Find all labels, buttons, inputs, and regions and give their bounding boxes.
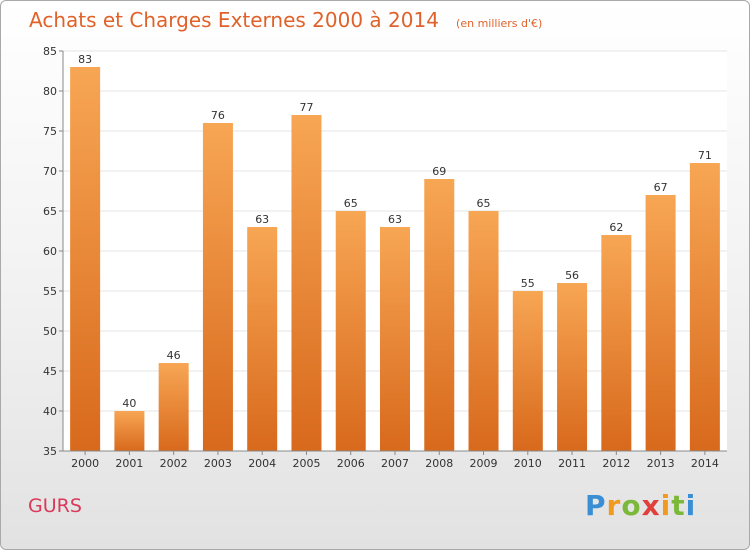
bar-2000 (70, 67, 101, 451)
value-label-2003: 76 (211, 109, 225, 122)
x-axis-labels: 2000 2001 2002 2003 2004 2005 2006 2007 2008 2009… (71, 451, 719, 470)
value-label-2013: 67 (654, 181, 668, 194)
value-label-2011: 56 (565, 269, 579, 282)
y-tick-label: 45 (43, 365, 57, 378)
x-tick-label-2009: 2009 (470, 457, 498, 470)
chart-title: Achats et Charges Externes 2000 à 2014 (29, 8, 439, 32)
bar-2007 (380, 227, 410, 451)
y-tick-label: 50 (43, 325, 57, 338)
x-tick-label-2006: 2006 (337, 457, 365, 470)
x-tick-label-2000: 2000 (71, 457, 99, 470)
bars: 83 40 46 76 63 77 65 63 69 65 55 56 62 67 71 (70, 53, 720, 451)
value-label-2014: 71 (698, 149, 712, 162)
bar-2014 (689, 163, 720, 451)
proxiti-logo: Proxiti (585, 489, 697, 522)
bar-2013 (645, 195, 676, 451)
y-tick-label: 55 (43, 285, 57, 298)
x-tick-label-2013: 2013 (647, 457, 675, 470)
x-tick-label-2011: 2011 (558, 457, 586, 470)
value-label-2002: 46 (167, 349, 181, 362)
y-tick-label: 75 (43, 125, 57, 138)
x-tick-label-2002: 2002 (160, 457, 188, 470)
x-tick-label-2007: 2007 (381, 457, 409, 470)
chart-subtitle: (en milliers d'€) (456, 17, 543, 30)
bar-2010 (512, 291, 543, 451)
x-tick-label-2004: 2004 (248, 457, 276, 470)
title-row: Achats et Charges Externes 2000 à 2014 (… (29, 8, 542, 32)
value-label-2005: 77 (299, 101, 313, 114)
x-tick-label-2010: 2010 (514, 457, 542, 470)
bar-2003 (202, 123, 233, 451)
y-tick-label: 70 (43, 165, 57, 178)
y-tick-label: 40 (43, 405, 57, 418)
location-label: GURS (28, 495, 82, 517)
value-label-2009: 65 (477, 197, 491, 210)
bar-2009 (468, 211, 499, 451)
x-tick-label-2001: 2001 (115, 457, 143, 470)
value-label-2008: 69 (432, 165, 446, 178)
value-label-2001: 40 (122, 397, 136, 410)
value-label-2004: 63 (255, 213, 269, 226)
bar-2012 (601, 235, 632, 451)
value-label-2006: 65 (344, 197, 358, 210)
y-tick-label: 35 (43, 445, 57, 458)
x-tick-label-2008: 2008 (425, 457, 453, 470)
x-tick-label-2003: 2003 (204, 457, 232, 470)
bar-2011 (557, 283, 588, 451)
y-axis-labels: 35 40 45 50 55 60 65 70 75 80 85 (43, 45, 63, 458)
value-label-2012: 62 (609, 221, 623, 234)
x-tick-label-2012: 2012 (602, 457, 630, 470)
y-tick-label: 65 (43, 205, 57, 218)
bar-2008 (424, 179, 455, 451)
bar-2006 (335, 211, 366, 451)
y-tick-label: 60 (43, 245, 57, 258)
bar-2005 (291, 115, 322, 451)
x-tick-label-2005: 2005 (292, 457, 320, 470)
y-tick-label: 80 (43, 85, 57, 98)
y-tick-label: 85 (43, 45, 57, 58)
value-label-2007: 63 (388, 213, 402, 226)
bar-2001 (114, 411, 145, 451)
bar-2002 (158, 363, 189, 451)
bar-2004 (247, 227, 278, 451)
x-tick-label-2014: 2014 (691, 457, 719, 470)
value-label-2000: 83 (78, 53, 92, 66)
value-label-2010: 55 (521, 277, 535, 290)
